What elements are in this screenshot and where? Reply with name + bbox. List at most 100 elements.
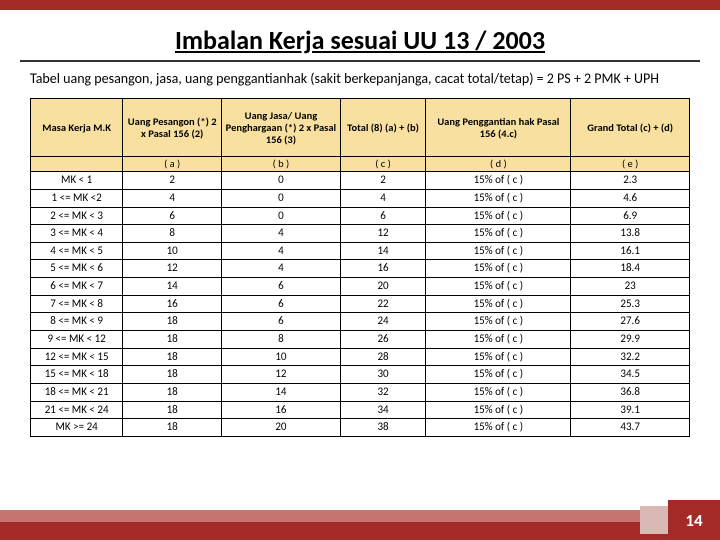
table-cell: 7 <= MK < 8 bbox=[31, 295, 123, 313]
table-cell: 2 bbox=[340, 172, 426, 190]
table-cell: 21 <= MK < 24 bbox=[31, 401, 123, 419]
table-row: 9 <= MK < 121882615% of ( c )29.9 bbox=[31, 331, 690, 349]
table-cell: 32 bbox=[340, 383, 426, 401]
table-cell: 16 bbox=[340, 260, 426, 278]
table-cell: 18.4 bbox=[571, 260, 690, 278]
letter-cell: ( a ) bbox=[123, 157, 222, 172]
table-cell: 6 bbox=[340, 207, 426, 225]
table-cell: 13.8 bbox=[571, 225, 690, 243]
page-number-box: 14 bbox=[668, 500, 720, 540]
table-cell: 28 bbox=[340, 348, 426, 366]
table-cell: 12 bbox=[222, 366, 341, 384]
letter-cell bbox=[31, 157, 123, 172]
letter-cell: ( d ) bbox=[426, 157, 571, 172]
table-cell: 6.9 bbox=[571, 207, 690, 225]
table-cell: 6 <= MK < 7 bbox=[31, 278, 123, 296]
table-cell: 18 bbox=[123, 331, 222, 349]
col-total: Total (8) (a) + (b) bbox=[340, 99, 426, 157]
table-cell: 14 bbox=[123, 278, 222, 296]
table-cell: 25.3 bbox=[571, 295, 690, 313]
table-cell: 36.8 bbox=[571, 383, 690, 401]
compensation-table: Masa Kerja M.K Uang Pesangon (*) 2 x Pas… bbox=[30, 98, 690, 437]
table-cell: 16 bbox=[123, 295, 222, 313]
table-cell: 15% of ( c ) bbox=[426, 172, 571, 190]
table-container: Masa Kerja M.K Uang Pesangon (*) 2 x Pas… bbox=[30, 98, 690, 437]
table-cell: 4 <= MK < 5 bbox=[31, 242, 123, 260]
table-cell: 15% of ( c ) bbox=[426, 189, 571, 207]
table-cell: 15% of ( c ) bbox=[426, 295, 571, 313]
table-cell: 10 bbox=[222, 348, 341, 366]
table-cell: 14 bbox=[340, 242, 426, 260]
table-cell: 8 bbox=[222, 331, 341, 349]
table-cell: MK < 1 bbox=[31, 172, 123, 190]
table-cell: 22 bbox=[340, 295, 426, 313]
table-cell: 4 bbox=[222, 242, 341, 260]
table-cell: 9 <= MK < 12 bbox=[31, 331, 123, 349]
table-body: MK < 120215% of ( c )2.31 <= MK <240415%… bbox=[31, 172, 690, 437]
table-cell: 23 bbox=[571, 278, 690, 296]
table-cell: 27.6 bbox=[571, 313, 690, 331]
footer-bar-dark bbox=[0, 522, 720, 540]
table-cell: 6 bbox=[222, 295, 341, 313]
table-cell: 29.9 bbox=[571, 331, 690, 349]
table-cell: 8 bbox=[123, 225, 222, 243]
table-row: MK >= 2418203815% of ( c )43.7 bbox=[31, 419, 690, 437]
table-row: 12 <= MK < 1518102815% of ( c )32.2 bbox=[31, 348, 690, 366]
table-cell: 15% of ( c ) bbox=[426, 419, 571, 437]
table-cell: 18 bbox=[123, 383, 222, 401]
col-penggantian: Uang Penggantian hak Pasal 156 (4.c) bbox=[426, 99, 571, 157]
table-cell: 30 bbox=[340, 366, 426, 384]
letter-cell: ( b ) bbox=[222, 157, 341, 172]
page-number: 14 bbox=[685, 510, 702, 531]
table-header-row: Masa Kerja M.K Uang Pesangon (*) 2 x Pas… bbox=[31, 99, 690, 157]
table-cell: 15% of ( c ) bbox=[426, 313, 571, 331]
table-row: MK < 120215% of ( c )2.3 bbox=[31, 172, 690, 190]
table-cell: 15% of ( c ) bbox=[426, 225, 571, 243]
col-jasa: Uang Jasa/ Uang Penghargaan (*) 2 x Pasa… bbox=[222, 99, 341, 157]
table-cell: 1 <= MK <2 bbox=[31, 189, 123, 207]
table-cell: 2 bbox=[123, 172, 222, 190]
table-row: 18 <= MK < 2118143215% of ( c )36.8 bbox=[31, 383, 690, 401]
footer: 14 bbox=[0, 500, 720, 540]
title-container: Imbalan Kerja sesuai UU 13 / 2003 bbox=[20, 18, 700, 62]
table-cell: 18 bbox=[123, 401, 222, 419]
table-cell: 14 bbox=[222, 383, 341, 401]
table-cell: 6 bbox=[123, 207, 222, 225]
table-letter-row: ( a ) ( b ) ( c ) ( d ) ( e ) bbox=[31, 157, 690, 172]
table-cell: 12 <= MK < 15 bbox=[31, 348, 123, 366]
table-cell: 15% of ( c ) bbox=[426, 242, 571, 260]
table-cell: 2.3 bbox=[571, 172, 690, 190]
table-cell: 43.7 bbox=[571, 419, 690, 437]
table-cell: 2 <= MK < 3 bbox=[31, 207, 123, 225]
table-cell: 4 bbox=[222, 225, 341, 243]
table-cell: 18 bbox=[123, 419, 222, 437]
table-cell: MK >= 24 bbox=[31, 419, 123, 437]
table-cell: 15% of ( c ) bbox=[426, 278, 571, 296]
letter-cell: ( e ) bbox=[571, 157, 690, 172]
table-row: 15 <= MK < 1818123015% of ( c )34.5 bbox=[31, 366, 690, 384]
table-cell: 0 bbox=[222, 189, 341, 207]
table-cell: 24 bbox=[340, 313, 426, 331]
table-cell: 34 bbox=[340, 401, 426, 419]
table-row: 7 <= MK < 81662215% of ( c )25.3 bbox=[31, 295, 690, 313]
table-row: 6 <= MK < 71462015% of ( c )23 bbox=[31, 278, 690, 296]
table-cell: 20 bbox=[222, 419, 341, 437]
table-row: 2 <= MK < 360615% of ( c )6.9 bbox=[31, 207, 690, 225]
table-cell: 4 bbox=[340, 189, 426, 207]
table-cell: 16.1 bbox=[571, 242, 690, 260]
table-row: 4 <= MK < 51041415% of ( c )16.1 bbox=[31, 242, 690, 260]
table-row: 5 <= MK < 61241615% of ( c )18.4 bbox=[31, 260, 690, 278]
table-cell: 10 bbox=[123, 242, 222, 260]
table-cell: 18 bbox=[123, 366, 222, 384]
table-cell: 20 bbox=[340, 278, 426, 296]
table-row: 1 <= MK <240415% of ( c )4.6 bbox=[31, 189, 690, 207]
top-accent-bar bbox=[0, 0, 720, 10]
table-row: 8 <= MK < 91862415% of ( c )27.6 bbox=[31, 313, 690, 331]
table-cell: 15% of ( c ) bbox=[426, 366, 571, 384]
table-cell: 6 bbox=[222, 313, 341, 331]
table-cell: 18 bbox=[123, 348, 222, 366]
table-cell: 15 <= MK < 18 bbox=[31, 366, 123, 384]
table-cell: 4 bbox=[123, 189, 222, 207]
table-cell: 34.5 bbox=[571, 366, 690, 384]
table-cell: 18 <= MK < 21 bbox=[31, 383, 123, 401]
